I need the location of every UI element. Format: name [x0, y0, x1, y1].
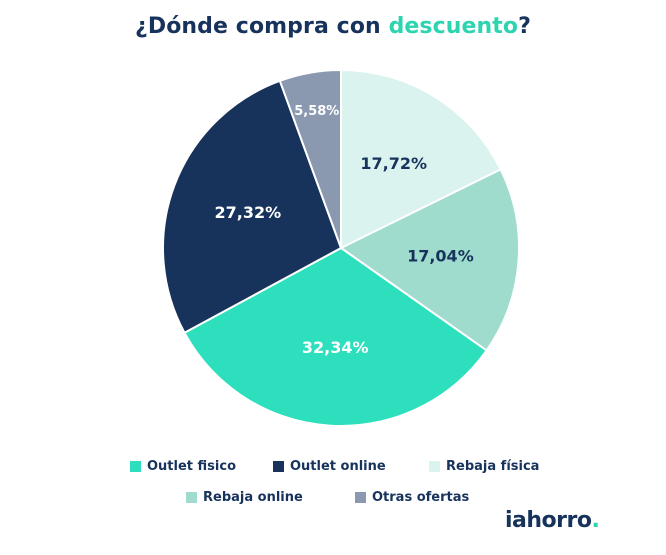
pie-slice-1 — [339, 168, 520, 352]
iahorro-logo: iahorro. — [505, 508, 600, 533]
pie-slice-label-3: 27,32% — [214, 203, 281, 222]
legend-item-3: Rebaja online — [186, 490, 303, 505]
legend-item-0: Outlet fisico — [130, 459, 236, 474]
chart-title: ¿Dónde compra con descuento? — [0, 14, 666, 39]
pie-slice-4 — [278, 68, 342, 249]
legend-swatch-2 — [429, 461, 440, 472]
pie-slice-label-1: 17,04% — [407, 246, 474, 265]
legend-item-4: Otras ofertas — [355, 490, 469, 505]
title-text-before: ¿Dónde compra con — [134, 14, 389, 39]
legend-swatch-1 — [273, 461, 284, 472]
pie-slice-label-0: 17,72% — [360, 154, 427, 173]
pie-slice-label-2: 32,34% — [302, 338, 369, 357]
legend-label-4: Otras ofertas — [372, 490, 470, 505]
legend-swatch-3 — [186, 492, 197, 503]
logo-text: iahorro — [505, 508, 592, 533]
pie-slice-0 — [340, 68, 503, 250]
pie-slice-label-4: 5,58% — [294, 104, 339, 119]
legend-swatch-0 — [130, 461, 141, 472]
legend-label-2: Rebaja física — [446, 459, 540, 474]
title-text-after: ? — [518, 14, 532, 39]
legend-swatch-4 — [355, 492, 366, 503]
legend-item-1: Outlet online — [273, 459, 386, 474]
legend-label-0: Outlet fisico — [147, 459, 237, 474]
logo-dot: . — [591, 508, 600, 533]
legend-item-2: Rebaja física — [429, 459, 539, 474]
legend-label-1: Outlet online — [290, 459, 386, 474]
legend-label-3: Rebaja online — [203, 490, 303, 505]
title-accent-word: descuento — [388, 14, 519, 39]
pie-slice-3 — [162, 79, 343, 335]
